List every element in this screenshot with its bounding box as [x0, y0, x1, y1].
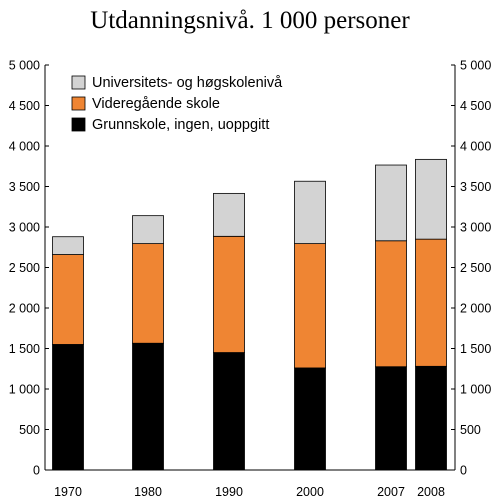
y-tick-label-left: 0 [33, 464, 40, 478]
bar-2008-series-0 [415, 365, 447, 471]
bar-2007-series-1 [375, 240, 407, 368]
y-tick-label-right: 4 000 [460, 140, 491, 154]
bar-1980-series-2 [132, 215, 164, 245]
bar-1970-series-2 [52, 236, 84, 255]
y-tick-label-right: 500 [460, 423, 481, 437]
bars-layer [52, 158, 447, 471]
axes-layer: 0 0 500 500 1 000 1 000 1 500 1 500 2 000 2 000 2 … [9, 59, 492, 500]
bar-1980-series-1 [132, 243, 164, 344]
y-tick-label-right: 1 000 [460, 383, 491, 397]
y-tick-label-left: 5 000 [9, 59, 40, 73]
y-tick-label-right: 0 [460, 464, 467, 478]
y-tick-label-left: 3 500 [9, 180, 40, 194]
legend-swatch [71, 75, 86, 90]
x-tick-label: 1970 [54, 485, 82, 499]
legend: Universitets- og høgskolenivå Videregåend… [71, 75, 283, 133]
x-tick-label: 2000 [296, 485, 324, 499]
bar-2008-series-2 [415, 158, 447, 240]
y-tick-label-right: 2 500 [460, 261, 491, 275]
y-tick-label-left: 4 000 [9, 140, 40, 154]
legend-label: Grunnskole, ingen, uoppgitt [92, 117, 269, 133]
legend-label: Universitets- og høgskolenivå [92, 75, 283, 91]
y-tick-label-right: 3 000 [460, 221, 491, 235]
y-tick-label-left: 2 000 [9, 302, 40, 316]
bar-2007-series-0 [375, 366, 407, 471]
x-tick-label: 2007 [377, 485, 405, 499]
legend-swatch [71, 96, 86, 111]
bar-1990-series-0 [213, 352, 245, 471]
bar-2008-series-1 [415, 238, 447, 367]
y-tick-label-left: 1 000 [9, 383, 40, 397]
chart-title: Utdanningsnivå. 1 000 personer [90, 7, 410, 34]
legend-swatch [71, 117, 86, 132]
y-tick-label-left: 4 500 [9, 99, 40, 113]
y-tick-label-right: 4 500 [460, 99, 491, 113]
y-tick-label-right: 2 000 [460, 302, 491, 316]
x-tick-label: 1990 [215, 485, 243, 499]
y-tick-label-left: 1 500 [9, 342, 40, 356]
bar-2007-series-2 [375, 164, 407, 242]
bar-1990-series-1 [213, 235, 245, 353]
bar-1980-series-0 [132, 342, 164, 471]
y-tick-label-right: 1 500 [460, 342, 491, 356]
bar-1990-series-2 [213, 192, 245, 237]
bar-1970-series-1 [52, 254, 84, 345]
bar-1970-series-0 [52, 344, 84, 471]
y-tick-label-left: 500 [19, 423, 40, 437]
y-tick-label-right: 3 500 [460, 180, 491, 194]
legend-label: Videregående skole [92, 96, 220, 112]
bar-2000-series-0 [294, 367, 326, 471]
y-tick-label-right: 5 000 [460, 59, 491, 73]
y-tick-label-left: 2 500 [9, 261, 40, 275]
bar-2000-series-2 [294, 180, 326, 245]
y-tick-label-left: 3 000 [9, 221, 40, 235]
x-tick-label: 1980 [134, 485, 162, 499]
x-tick-label: 2008 [417, 485, 445, 499]
bar-2000-series-1 [294, 243, 326, 369]
